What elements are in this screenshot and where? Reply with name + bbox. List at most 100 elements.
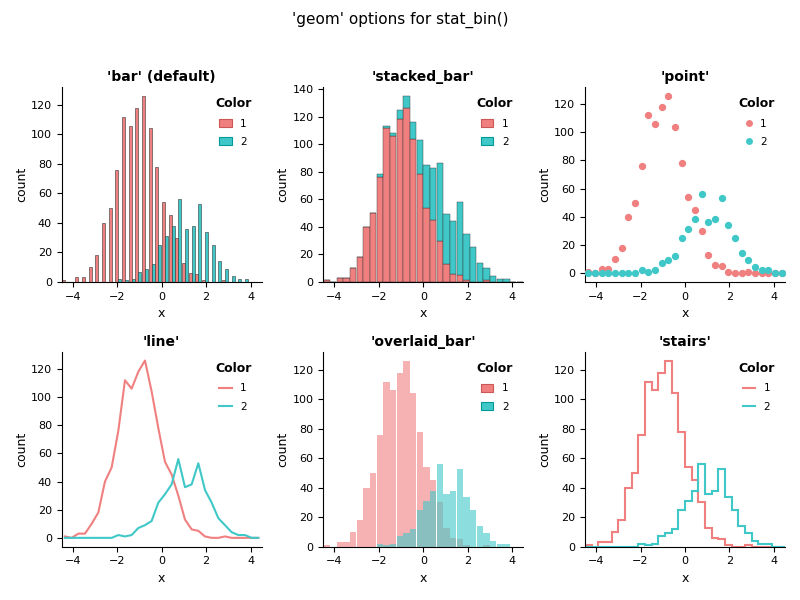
Bar xyxy=(450,221,457,274)
1 xyxy=(100,478,110,485)
Bar xyxy=(377,544,383,547)
Bar xyxy=(383,545,390,547)
Bar xyxy=(397,373,403,547)
Bar xyxy=(185,229,188,282)
Bar xyxy=(423,467,430,547)
Bar xyxy=(363,488,370,547)
2 xyxy=(254,534,263,541)
1 xyxy=(194,527,203,535)
Bar xyxy=(337,542,343,547)
Bar xyxy=(363,227,370,282)
2 xyxy=(227,529,237,536)
1 xyxy=(669,122,682,131)
Bar xyxy=(377,175,383,177)
2 xyxy=(187,481,197,488)
X-axis label: x: x xyxy=(158,307,166,320)
1 xyxy=(755,268,768,278)
Bar xyxy=(417,175,423,282)
Bar xyxy=(477,526,483,547)
1 xyxy=(174,492,183,499)
1 xyxy=(709,260,722,269)
2 xyxy=(662,256,674,265)
Bar xyxy=(82,277,85,282)
Bar xyxy=(430,491,437,547)
1 xyxy=(120,377,130,384)
Bar xyxy=(118,279,122,282)
Bar xyxy=(450,491,457,547)
1 xyxy=(187,526,197,533)
2 xyxy=(602,268,614,278)
Y-axis label: count: count xyxy=(277,431,290,467)
2 xyxy=(174,455,183,463)
Bar xyxy=(383,382,390,547)
1 xyxy=(200,533,210,540)
1 xyxy=(742,267,754,277)
Bar xyxy=(417,510,423,547)
Bar xyxy=(205,232,208,282)
Bar xyxy=(135,108,138,282)
Bar xyxy=(390,136,397,282)
1 xyxy=(615,243,628,253)
1 xyxy=(749,268,762,278)
X-axis label: x: x xyxy=(420,572,427,585)
1 xyxy=(247,534,257,541)
2 xyxy=(247,534,257,541)
Bar xyxy=(95,255,98,282)
Legend: 1, 2: 1, 2 xyxy=(471,357,518,417)
Bar xyxy=(457,202,463,275)
1 xyxy=(775,268,788,278)
Bar xyxy=(423,208,430,282)
Bar xyxy=(222,280,225,282)
1 xyxy=(87,520,97,527)
Bar xyxy=(403,96,410,109)
1 xyxy=(682,192,694,202)
Bar xyxy=(450,538,457,547)
Bar xyxy=(383,128,390,282)
Bar xyxy=(218,261,222,282)
Bar xyxy=(403,361,410,547)
2 xyxy=(635,265,648,275)
Bar xyxy=(377,434,383,547)
Bar xyxy=(403,533,410,547)
Bar xyxy=(62,280,65,282)
Bar xyxy=(417,140,423,175)
Bar xyxy=(202,280,205,282)
1 xyxy=(762,268,774,278)
1 xyxy=(214,534,223,541)
X-axis label: x: x xyxy=(158,572,166,585)
Title: 'bar' (default): 'bar' (default) xyxy=(107,70,216,84)
Bar xyxy=(152,264,154,282)
Bar xyxy=(182,263,185,282)
Bar xyxy=(138,272,142,282)
1 xyxy=(140,357,150,364)
1 xyxy=(655,102,668,112)
1 xyxy=(67,534,77,541)
Bar xyxy=(483,268,490,280)
2 xyxy=(120,533,130,540)
Y-axis label: count: count xyxy=(15,431,28,467)
Title: 'line': 'line' xyxy=(143,335,180,349)
1 xyxy=(635,161,648,171)
Bar xyxy=(390,391,397,547)
2 xyxy=(214,515,223,522)
2 xyxy=(94,534,103,541)
Bar xyxy=(397,119,403,282)
Bar xyxy=(122,116,125,282)
Legend: 1, 2: 1, 2 xyxy=(210,92,257,152)
Bar xyxy=(195,274,198,282)
Bar xyxy=(397,536,403,547)
2 xyxy=(769,268,782,278)
2 xyxy=(80,534,90,541)
2 xyxy=(609,268,622,278)
Bar xyxy=(323,280,330,282)
2 xyxy=(682,224,694,234)
2 xyxy=(702,217,714,227)
2 xyxy=(582,268,594,278)
2 xyxy=(709,215,722,224)
Bar xyxy=(490,541,497,547)
Bar xyxy=(463,497,470,547)
1 xyxy=(94,509,103,516)
Bar xyxy=(109,208,112,282)
Y-axis label: count: count xyxy=(15,167,28,202)
1 xyxy=(649,119,662,128)
